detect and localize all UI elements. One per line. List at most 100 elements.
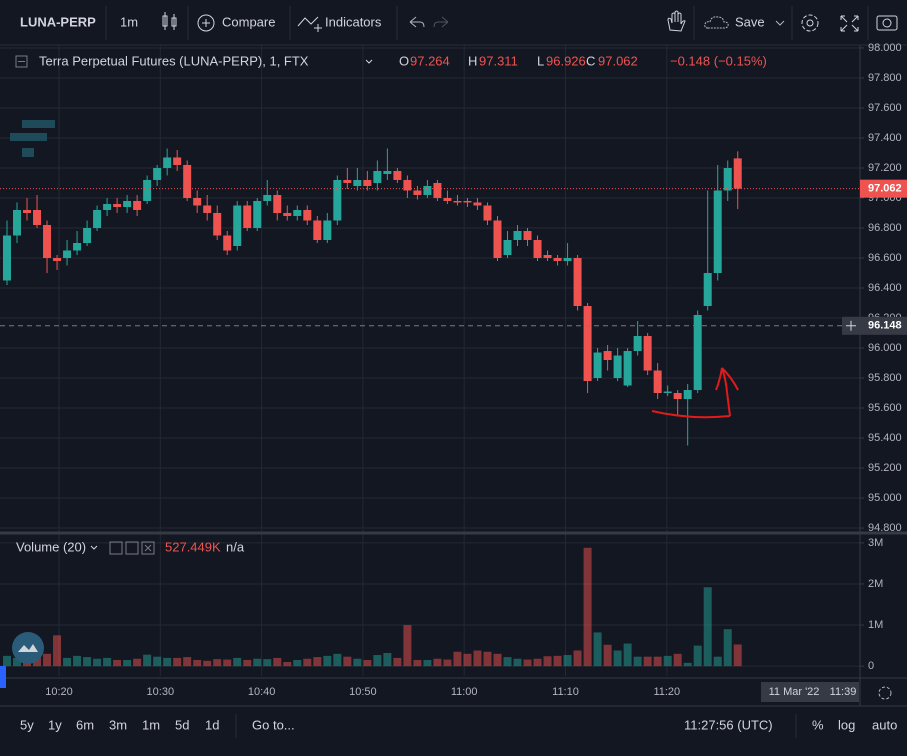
chart-type-icon[interactable] <box>162 12 177 30</box>
auto-toggle[interactable]: auto <box>872 717 897 732</box>
range-button[interactable]: 1m <box>142 717 160 732</box>
volume-bar <box>253 658 262 667</box>
compare-button[interactable]: Compare <box>222 14 275 29</box>
volume-bar <box>283 662 292 667</box>
redo-icon[interactable] <box>433 16 449 28</box>
candle-body <box>233 205 242 246</box>
volume-bar <box>563 655 572 667</box>
volume-bar <box>463 653 472 667</box>
candle-body <box>163 157 172 168</box>
logo-mark <box>18 644 38 652</box>
save-menu[interactable] <box>775 20 785 26</box>
hand-icon[interactable] <box>667 10 686 32</box>
legend-title: Terra Perpetual Futures (LUNA-PERP), 1, … <box>39 53 309 68</box>
snapshot-icon[interactable] <box>876 15 898 31</box>
volume-bar <box>473 650 482 667</box>
candle-body <box>703 272 712 307</box>
logo[interactable] <box>12 632 44 664</box>
clock: 11:27:56 (UTC) <box>684 717 773 732</box>
axis-settings[interactable] <box>878 686 892 700</box>
volume-bar <box>313 657 322 667</box>
volume-bar <box>363 659 372 667</box>
fullscreen-icon[interactable] <box>840 15 859 32</box>
candle-body <box>63 250 72 258</box>
crosshair-label: 96.148 <box>868 320 902 332</box>
volume-bar <box>613 650 622 667</box>
candle-body <box>563 257 572 261</box>
volume-bar <box>523 659 532 667</box>
candle-body <box>433 182 442 198</box>
volume-bar <box>673 653 682 667</box>
volume-bar <box>683 662 692 667</box>
y-tick-label: 95.400 <box>868 432 902 444</box>
range-button[interactable]: 1d <box>205 717 219 732</box>
symbol[interactable]: LUNA-PERP <box>20 14 96 29</box>
date-tag <box>761 682 827 702</box>
last-price-label: 97.062 <box>868 183 902 195</box>
interval[interactable]: 1m <box>120 14 138 29</box>
y-tick-label: 97.200 <box>868 162 902 174</box>
volume-bar <box>173 657 182 667</box>
volume-bar <box>213 659 222 667</box>
candle-body <box>723 167 732 191</box>
volume-bar <box>693 645 702 667</box>
volume-bar <box>193 659 202 667</box>
range-button[interactable]: 3m <box>109 717 127 732</box>
collapse-button[interactable] <box>15 55 28 68</box>
range-button[interactable]: 6m <box>76 717 94 732</box>
x-tick-label: 10:30 <box>147 686 175 698</box>
volume-bar <box>643 656 652 667</box>
percent-toggle[interactable]: % <box>812 717 824 732</box>
mini-widget <box>10 120 55 157</box>
volume-bar <box>633 656 642 667</box>
candle-body <box>423 185 432 195</box>
candle-body <box>513 230 522 240</box>
volume-bar <box>593 632 602 667</box>
candle-body <box>693 315 702 391</box>
scroll-handle[interactable] <box>0 666 6 688</box>
y-tick-label: 97.800 <box>868 72 902 84</box>
range-button[interactable]: 5y <box>20 717 34 732</box>
range-button[interactable]: 1y <box>48 717 62 732</box>
save-button[interactable]: Save <box>735 14 765 29</box>
log-toggle[interactable]: log <box>838 717 855 732</box>
y-tick-label: 96.000 <box>868 342 902 354</box>
time-tag <box>827 682 859 702</box>
legend-high: 97.311 <box>479 53 518 68</box>
candle-body <box>213 212 222 236</box>
volume-bar <box>513 658 522 667</box>
candle-body <box>493 220 502 258</box>
legend-close: 97.062 <box>598 53 638 68</box>
indicators-button[interactable]: Indicators <box>325 14 382 29</box>
volume-bar <box>203 660 212 667</box>
candle-body <box>13 209 22 236</box>
volume-menu[interactable] <box>90 545 98 550</box>
candle-body <box>263 194 272 201</box>
goto-button[interactable]: Go to... <box>252 717 295 732</box>
candle-body <box>293 209 302 216</box>
candle-body <box>3 235 11 281</box>
volume-value: 527.449K <box>165 539 221 554</box>
candle-body <box>53 257 62 261</box>
volume-bar <box>103 657 112 667</box>
candle-body <box>363 179 372 186</box>
crosshair-plus-icon <box>846 320 856 331</box>
volume-bar <box>713 656 722 667</box>
volume-buttons[interactable] <box>109 541 155 555</box>
y-tick-label: 95.200 <box>868 462 902 474</box>
compare-icon[interactable] <box>197 14 215 32</box>
volume-bar <box>43 653 52 667</box>
candle-body <box>343 179 352 183</box>
x-tick-label: 11:00 <box>451 686 478 698</box>
candle-body <box>643 336 652 371</box>
candle-body <box>113 203 122 207</box>
range-button[interactable]: 5d <box>175 717 189 732</box>
volume-bar <box>223 659 232 667</box>
settings-icon[interactable] <box>801 14 819 32</box>
volume-bar <box>293 659 302 667</box>
undo-icon[interactable] <box>409 16 425 28</box>
indicators-icon[interactable] <box>297 16 322 32</box>
legend-open: 97.264 <box>410 53 450 68</box>
title-menu[interactable] <box>365 59 373 64</box>
